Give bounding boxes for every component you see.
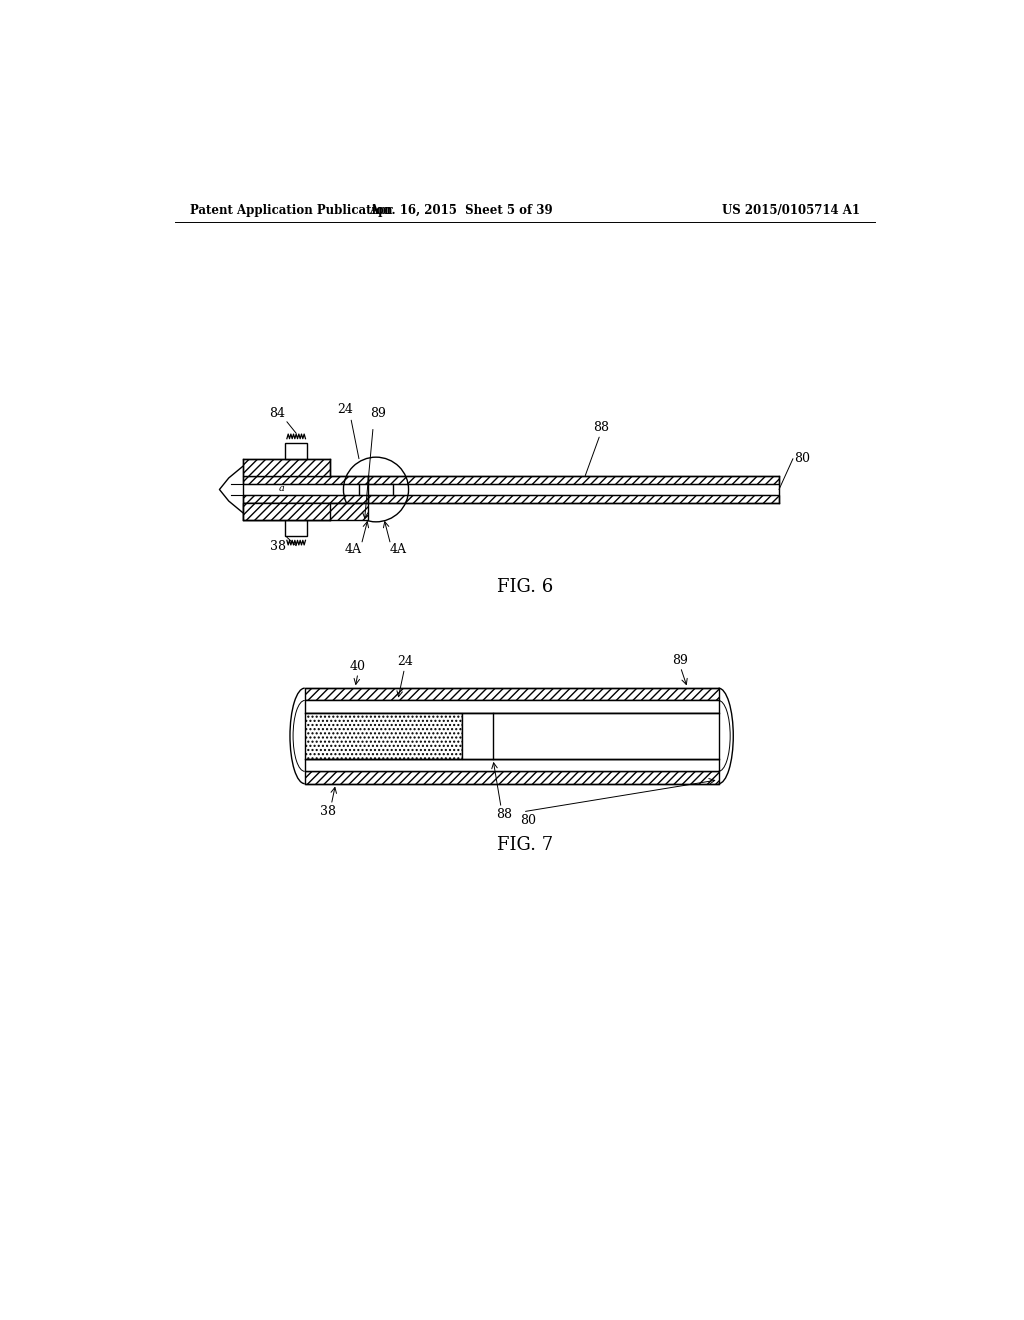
Text: 84: 84 (269, 407, 286, 420)
Text: 89: 89 (370, 407, 386, 420)
Polygon shape (243, 459, 330, 475)
Polygon shape (305, 759, 719, 771)
Text: FIG. 7: FIG. 7 (497, 837, 553, 854)
Polygon shape (369, 495, 779, 503)
Text: 4A: 4A (345, 544, 362, 557)
Polygon shape (462, 713, 719, 759)
Text: 40: 40 (349, 660, 366, 673)
Text: 4A: 4A (390, 544, 407, 557)
Text: 38: 38 (319, 805, 336, 818)
Text: 80: 80 (520, 814, 536, 828)
Text: 89: 89 (672, 653, 688, 667)
Polygon shape (305, 701, 719, 713)
Text: 24: 24 (397, 655, 414, 668)
Polygon shape (369, 475, 779, 484)
Polygon shape (243, 495, 369, 503)
Text: 38: 38 (269, 540, 286, 553)
Polygon shape (243, 503, 369, 520)
Text: 88: 88 (593, 421, 608, 434)
Text: US 2015/0105714 A1: US 2015/0105714 A1 (722, 205, 859, 218)
Text: a: a (279, 484, 285, 494)
Text: FIG. 6: FIG. 6 (497, 578, 553, 595)
Bar (286, 520, 307, 536)
Text: 88: 88 (497, 808, 513, 821)
Polygon shape (243, 475, 369, 484)
Text: Patent Application Publication: Patent Application Publication (190, 205, 392, 218)
Text: Apr. 16, 2015  Sheet 5 of 39: Apr. 16, 2015 Sheet 5 of 39 (370, 205, 553, 218)
Text: 24: 24 (337, 404, 353, 416)
Polygon shape (305, 713, 462, 759)
Polygon shape (305, 688, 719, 701)
Polygon shape (305, 771, 719, 784)
Polygon shape (243, 503, 330, 520)
Bar (286, 444, 307, 459)
Text: 80: 80 (795, 453, 811, 465)
